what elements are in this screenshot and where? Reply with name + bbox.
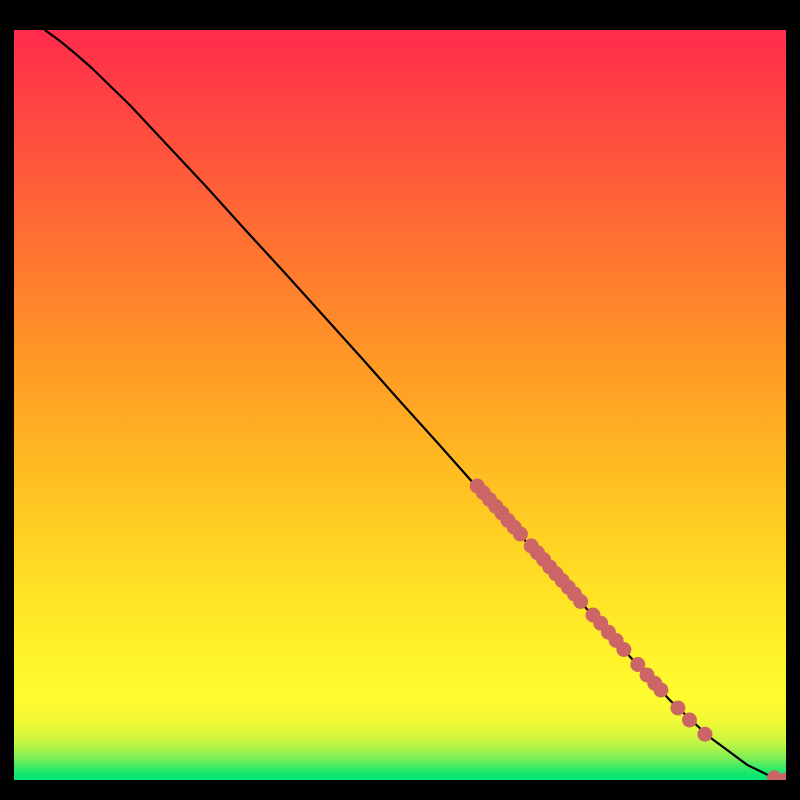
chart-marker <box>616 642 631 657</box>
chart-marker <box>513 527 528 542</box>
frame-bottom <box>0 780 800 800</box>
frame-top <box>0 0 800 30</box>
chart-marker <box>653 683 668 698</box>
chart-marker <box>670 701 685 716</box>
chart-plot-area <box>14 30 786 780</box>
frame-right <box>786 0 800 800</box>
chart-marker <box>697 727 712 742</box>
chart-svg <box>14 30 786 780</box>
chart-gradient-background <box>14 30 786 780</box>
chart-marker <box>573 594 588 609</box>
chart-marker <box>682 713 697 728</box>
frame-left <box>0 0 14 800</box>
